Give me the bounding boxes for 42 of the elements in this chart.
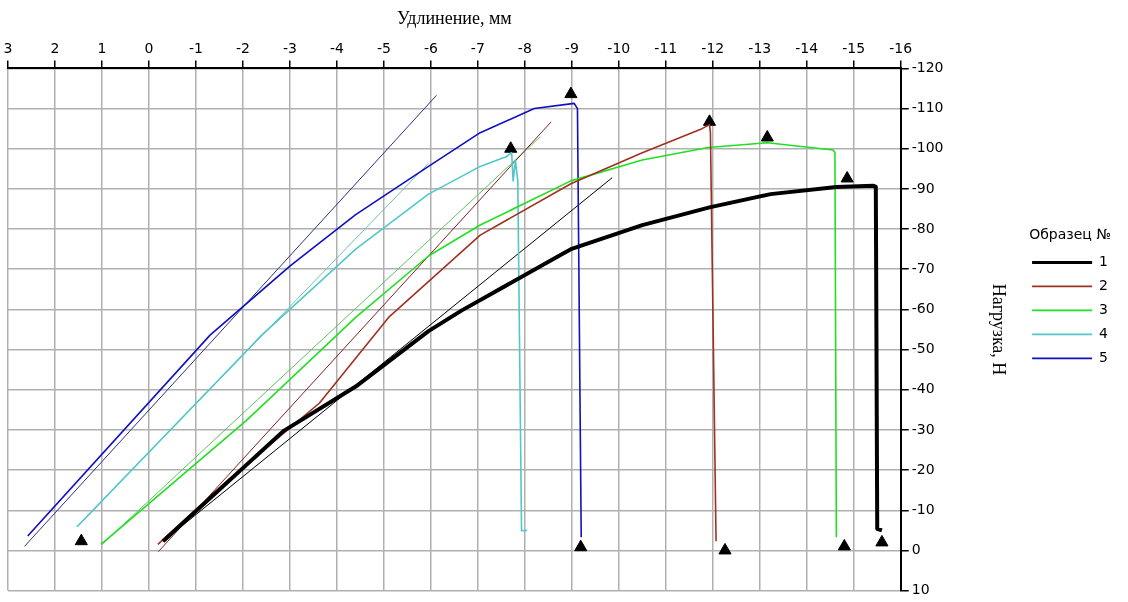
y-tick-label: -20 [911, 460, 935, 477]
legend-title: Образец № [1029, 226, 1111, 243]
legend-label: 5 [1099, 349, 1109, 366]
y-tick-label: 0 [911, 541, 921, 558]
y-tick-label: -110 [911, 99, 944, 116]
legend-label: 3 [1099, 301, 1109, 318]
y-tick-label: -70 [911, 259, 935, 276]
x-tick-label: 2 [50, 39, 60, 56]
x-tick-label: -2 [235, 39, 250, 56]
x-tick-label: -14 [795, 39, 819, 56]
x-tick-label: -1 [188, 39, 203, 56]
x-tick-label: -10 [607, 39, 631, 56]
x-tick-label: -16 [889, 39, 913, 56]
y-tick-label: -120 [911, 59, 944, 76]
x-tick-label: -6 [423, 39, 438, 56]
y-tick-label: -100 [911, 139, 944, 156]
y-tick-label: -80 [911, 219, 935, 236]
x-tick-label: -3 [282, 39, 297, 56]
x-tick-label: 1 [97, 39, 107, 56]
y-tick-label: -50 [911, 340, 935, 357]
x-axis-title: Удлинение, мм [397, 7, 512, 28]
y-tick-label: -40 [911, 380, 935, 397]
x-tick-label: -13 [748, 39, 772, 56]
legend-label: 1 [1099, 253, 1109, 270]
y-tick-label: -10 [911, 500, 935, 517]
y-tick-label: -90 [911, 179, 935, 196]
x-tick-label: -4 [329, 39, 344, 56]
y-tick-label: 10 [911, 581, 930, 598]
y-axis-title: Нагрузка, Н [988, 283, 1009, 376]
x-tick-label: 0 [144, 39, 154, 56]
x-tick-label: 3 [3, 39, 13, 56]
y-tick-label: -60 [911, 300, 935, 317]
x-tick-label: -7 [470, 39, 485, 56]
x-tick-label: -12 [701, 39, 725, 56]
y-tick-label: -30 [911, 420, 935, 437]
x-tick-label: -11 [654, 39, 678, 56]
x-tick-label: -5 [376, 39, 391, 56]
x-tick-label: -9 [564, 39, 579, 56]
x-tick-label: -8 [517, 39, 532, 56]
legend-label: 4 [1099, 325, 1109, 342]
x-tick-label: -15 [842, 39, 866, 56]
legend-label: 2 [1099, 277, 1109, 294]
